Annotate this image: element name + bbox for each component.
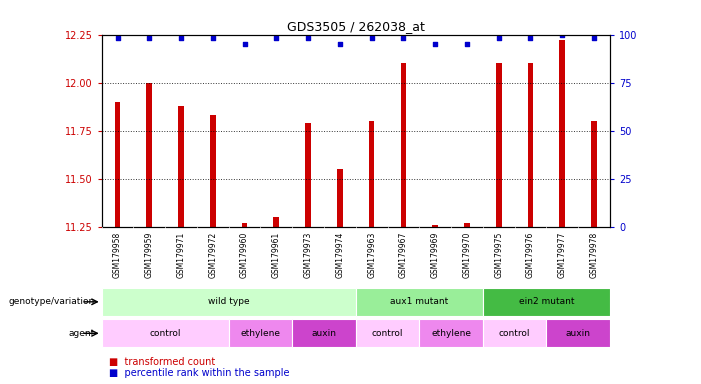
Text: GSM179960: GSM179960 [240, 231, 249, 278]
Text: GSM179970: GSM179970 [463, 231, 472, 278]
Point [175, 35, 186, 41]
Text: auxin: auxin [311, 329, 336, 338]
Text: ethylene: ethylene [431, 329, 471, 338]
Point [588, 35, 599, 41]
Text: control: control [149, 329, 181, 338]
Title: GDS3505 / 262038_at: GDS3505 / 262038_at [287, 20, 425, 33]
Bar [337, 169, 343, 227]
Bar [273, 217, 279, 227]
Point [525, 35, 536, 41]
Bar [305, 123, 311, 227]
Bar [229, 319, 292, 348]
Bar [546, 319, 610, 348]
Bar [242, 223, 247, 227]
Text: ein2 mutant: ein2 mutant [519, 297, 574, 306]
Point [366, 35, 377, 41]
Text: GSM179959: GSM179959 [145, 231, 154, 278]
Text: GSM179967: GSM179967 [399, 231, 408, 278]
Bar [483, 319, 546, 348]
Bar [355, 319, 419, 348]
Point [144, 35, 155, 41]
Point [334, 41, 346, 47]
Bar [419, 319, 483, 348]
Point [397, 35, 409, 41]
Text: GSM179971: GSM179971 [177, 231, 186, 278]
Text: agent: agent [69, 329, 95, 338]
Bar [559, 40, 565, 227]
Bar [369, 121, 374, 227]
Text: genotype/variation: genotype/variation [8, 297, 95, 306]
Text: GSM179975: GSM179975 [494, 231, 503, 278]
Text: GSM179963: GSM179963 [367, 231, 376, 278]
Point [112, 35, 123, 41]
Bar [102, 319, 229, 348]
Bar [210, 115, 216, 227]
Text: GSM179969: GSM179969 [430, 231, 440, 278]
Bar [483, 288, 610, 316]
Text: wild type: wild type [208, 297, 250, 306]
Text: GSM179958: GSM179958 [113, 231, 122, 278]
Text: GSM179976: GSM179976 [526, 231, 535, 278]
Text: GSM179978: GSM179978 [590, 231, 599, 278]
Bar [464, 223, 470, 227]
Bar [115, 102, 121, 227]
Bar [496, 63, 501, 227]
Text: GSM179974: GSM179974 [335, 231, 344, 278]
Point [493, 35, 504, 41]
Text: ethylene: ethylene [240, 329, 280, 338]
Text: GSM179961: GSM179961 [272, 231, 281, 278]
Point [430, 41, 441, 47]
Text: aux1 mutant: aux1 mutant [390, 297, 449, 306]
Bar [528, 63, 533, 227]
Point [303, 35, 314, 41]
Text: ■  percentile rank within the sample: ■ percentile rank within the sample [109, 368, 289, 378]
Bar [292, 319, 355, 348]
Bar [355, 288, 483, 316]
Bar [178, 106, 184, 227]
Point [461, 41, 472, 47]
Text: GSM179973: GSM179973 [304, 231, 313, 278]
Text: GSM179977: GSM179977 [558, 231, 566, 278]
Bar [591, 121, 597, 227]
Text: control: control [372, 329, 403, 338]
Bar [433, 225, 438, 227]
Text: GSM179972: GSM179972 [208, 231, 217, 278]
Bar [147, 83, 152, 227]
Bar [400, 63, 407, 227]
Point [239, 41, 250, 47]
Bar [102, 288, 355, 316]
Text: ■  transformed count: ■ transformed count [109, 357, 215, 367]
Text: auxin: auxin [566, 329, 591, 338]
Point [557, 31, 568, 38]
Text: control: control [499, 329, 531, 338]
Point [207, 35, 219, 41]
Point [271, 35, 282, 41]
